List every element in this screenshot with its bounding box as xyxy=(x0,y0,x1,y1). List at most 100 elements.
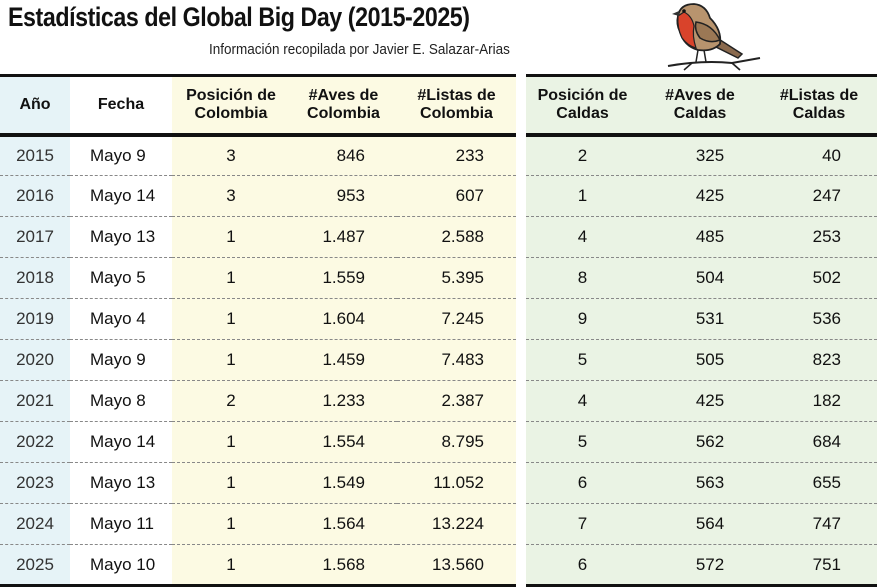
cell-pos-caldas: 4 xyxy=(516,380,639,422)
cell-listas-caldas: 253 xyxy=(761,216,877,258)
table-row: 2021 Mayo 8 2 1.233 2.387 4 425 182 xyxy=(0,380,877,422)
cell-pos-colombia: 1 xyxy=(172,298,290,340)
cell-pos-caldas: 1 xyxy=(516,175,639,217)
cell-pos-colombia: 1 xyxy=(172,421,290,463)
cell-anio: 2024 xyxy=(0,503,70,545)
cell-fecha: Mayo 8 xyxy=(70,380,172,422)
cell-aves-colombia: 1.564 xyxy=(290,503,397,545)
table-row: 2023 Mayo 13 1 1.549 11.052 6 563 655 xyxy=(0,462,877,504)
header-anio: Año xyxy=(0,74,70,137)
cell-listas-colombia: 2.588 xyxy=(397,216,521,258)
cell-aves-caldas: 325 xyxy=(639,134,761,176)
cell-pos-colombia: 1 xyxy=(172,257,290,299)
cell-aves-caldas: 505 xyxy=(639,339,761,381)
cell-listas-colombia: 13.560 xyxy=(397,544,521,587)
cell-anio: 2022 xyxy=(0,421,70,463)
cell-fecha: Mayo 13 xyxy=(70,216,172,258)
header-listas-colombia: #Listas de Colombia xyxy=(397,74,521,137)
cell-aves-colombia: 1.459 xyxy=(290,339,397,381)
cell-aves-caldas: 425 xyxy=(639,380,761,422)
cell-fecha: Mayo 10 xyxy=(70,544,172,587)
cell-fecha: Mayo 14 xyxy=(70,175,172,217)
cell-listas-caldas: 247 xyxy=(761,175,877,217)
table-row: 2015 Mayo 9 3 846 233 2 325 40 xyxy=(0,134,877,176)
cell-aves-colombia: 1.554 xyxy=(290,421,397,463)
cell-pos-colombia: 3 xyxy=(172,134,290,176)
header-listas-caldas: #Listas de Caldas xyxy=(761,74,877,137)
cell-listas-colombia: 11.052 xyxy=(397,462,521,504)
cell-listas-colombia: 7.245 xyxy=(397,298,521,340)
cell-aves-caldas: 485 xyxy=(639,216,761,258)
cell-aves-colombia: 1.549 xyxy=(290,462,397,504)
cell-listas-caldas: 747 xyxy=(761,503,877,545)
cell-anio: 2023 xyxy=(0,462,70,504)
cell-fecha: Mayo 14 xyxy=(70,421,172,463)
cell-aves-caldas: 564 xyxy=(639,503,761,545)
cell-aves-caldas: 425 xyxy=(639,175,761,217)
cell-aves-caldas: 572 xyxy=(639,544,761,587)
page-subtitle: Información recopilada por Javier E. Sal… xyxy=(209,41,510,58)
cell-listas-caldas: 655 xyxy=(761,462,877,504)
cell-pos-colombia: 1 xyxy=(172,544,290,587)
header-fecha: Fecha xyxy=(70,74,172,137)
header-pos-colombia: Posición de Colombia xyxy=(172,74,290,137)
bird-icon xyxy=(667,3,761,71)
cell-listas-caldas: 40 xyxy=(761,134,877,176)
cell-listas-colombia: 7.483 xyxy=(397,339,521,381)
cell-anio: 2018 xyxy=(0,257,70,299)
cell-pos-colombia: 1 xyxy=(172,462,290,504)
cell-pos-colombia: 3 xyxy=(172,175,290,217)
cell-aves-colombia: 1.604 xyxy=(290,298,397,340)
stats-table: Año Fecha Posición de Colombia #Aves de Co… xyxy=(0,74,877,587)
cell-pos-caldas: 8 xyxy=(516,257,639,299)
table-row: 2022 Mayo 14 1 1.554 8.795 5 562 684 xyxy=(0,421,877,463)
cell-pos-caldas: 9 xyxy=(516,298,639,340)
cell-aves-caldas: 562 xyxy=(639,421,761,463)
cell-anio: 2020 xyxy=(0,339,70,381)
cell-listas-colombia: 5.395 xyxy=(397,257,521,299)
cell-pos-caldas: 5 xyxy=(516,339,639,381)
cell-pos-caldas: 7 xyxy=(516,503,639,545)
cell-fecha: Mayo 9 xyxy=(70,134,172,176)
cell-anio: 2025 xyxy=(0,544,70,587)
cell-fecha: Mayo 4 xyxy=(70,298,172,340)
cell-listas-caldas: 823 xyxy=(761,339,877,381)
cell-listas-caldas: 182 xyxy=(761,380,877,422)
cell-pos-colombia: 1 xyxy=(172,503,290,545)
table-row: 2025 Mayo 10 1 1.568 13.560 6 572 751 xyxy=(0,544,877,587)
cell-aves-caldas: 563 xyxy=(639,462,761,504)
cell-aves-colombia: 1.559 xyxy=(290,257,397,299)
cell-listas-caldas: 536 xyxy=(761,298,877,340)
cell-listas-colombia: 8.795 xyxy=(397,421,521,463)
cell-pos-caldas: 6 xyxy=(516,462,639,504)
table-row: 2020 Mayo 9 1 1.459 7.483 5 505 823 xyxy=(0,339,877,381)
cell-anio: 2021 xyxy=(0,380,70,422)
header-aves-colombia: #Aves de Colombia xyxy=(290,74,397,137)
cell-fecha: Mayo 5 xyxy=(70,257,172,299)
table-row: 2019 Mayo 4 1 1.604 7.245 9 531 536 xyxy=(0,298,877,340)
cell-pos-caldas: 2 xyxy=(516,134,639,176)
table-body: 2015 Mayo 9 3 846 233 2 325 40 2016 Mayo 14 3 953 60… xyxy=(0,134,877,587)
table-header-row: Año Fecha Posición de Colombia #Aves de Co… xyxy=(0,74,877,137)
cell-anio: 2016 xyxy=(0,175,70,217)
table-row: 2017 Mayo 13 1 1.487 2.588 4 485 253 xyxy=(0,216,877,258)
cell-aves-colombia: 1.233 xyxy=(290,380,397,422)
page-title: Estadísticas del Global Big Day (2015-20… xyxy=(8,2,470,32)
cell-anio: 2019 xyxy=(0,298,70,340)
cell-aves-colombia: 846 xyxy=(290,134,397,176)
cell-listas-caldas: 751 xyxy=(761,544,877,587)
cell-aves-colombia: 1.568 xyxy=(290,544,397,587)
cell-aves-caldas: 504 xyxy=(639,257,761,299)
cell-anio: 2015 xyxy=(0,134,70,176)
cell-anio: 2017 xyxy=(0,216,70,258)
cell-listas-colombia: 2.387 xyxy=(397,380,521,422)
cell-listas-colombia: 607 xyxy=(397,175,521,217)
table-row: 2018 Mayo 5 1 1.559 5.395 8 504 502 xyxy=(0,257,877,299)
header-aves-caldas: #Aves de Caldas xyxy=(639,74,761,137)
cell-pos-caldas: 6 xyxy=(516,544,639,587)
cell-listas-colombia: 233 xyxy=(397,134,521,176)
cell-listas-caldas: 684 xyxy=(761,421,877,463)
cell-pos-caldas: 4 xyxy=(516,216,639,258)
cell-aves-colombia: 953 xyxy=(290,175,397,217)
table-row: 2016 Mayo 14 3 953 607 1 425 247 xyxy=(0,175,877,217)
